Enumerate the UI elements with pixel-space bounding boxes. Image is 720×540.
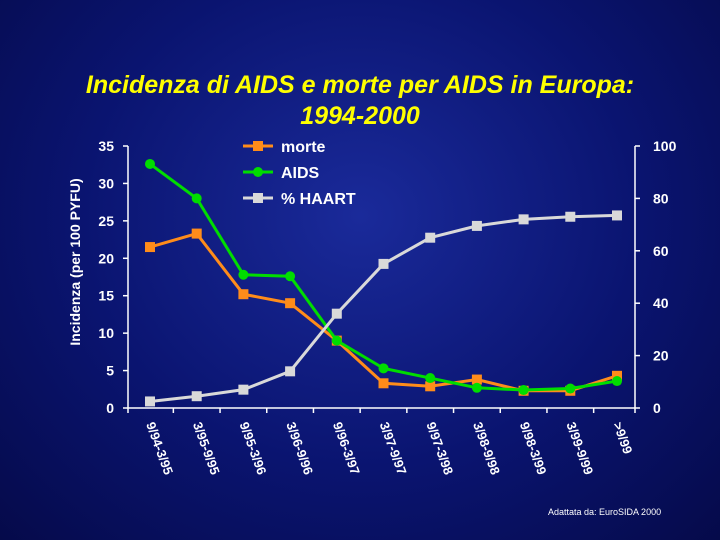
data-point: [145, 242, 155, 253]
legend-marker: [253, 167, 263, 177]
x-tick-label: 9/95-3/96: [237, 420, 270, 477]
data-point: [191, 391, 202, 402]
data-point: [518, 214, 529, 225]
data-point: [565, 211, 576, 222]
data-point: [238, 289, 249, 300]
legend-label: % HAART: [281, 191, 356, 208]
x-tick-label: 9/94-3/95: [143, 420, 176, 477]
data-point: [565, 383, 576, 394]
legend-item: % HAART: [243, 191, 356, 208]
legend-item: AIDS: [243, 165, 320, 182]
y2-tick-label: 20: [653, 348, 669, 364]
y-tick-label: 0: [106, 400, 114, 416]
data-point: [612, 376, 622, 387]
series-line: [149, 162, 618, 392]
data-point: [378, 258, 389, 269]
x-tick-label: 3/97-9/97: [377, 420, 410, 477]
data-point: [425, 232, 436, 243]
y-tick-label: 25: [98, 213, 114, 229]
legend-label: AIDS: [281, 165, 320, 182]
data-point: [518, 385, 529, 396]
data-point: [425, 381, 436, 392]
data-point: [471, 220, 482, 231]
y-axis-label: Incidenza (per 100 PYFU): [67, 178, 83, 345]
x-tick-label: 9/96-3/97: [330, 420, 363, 477]
y-tick-label: 5: [106, 363, 114, 379]
y-tick-label: 35: [98, 138, 114, 154]
data-point: [145, 158, 155, 169]
y-tick-label: 15: [98, 288, 114, 304]
data-point: [612, 370, 622, 381]
y2-tick-label: 80: [653, 190, 669, 206]
data-point: [378, 363, 389, 374]
data-point: [425, 373, 436, 384]
data-point: [285, 366, 296, 377]
data-point: [191, 193, 202, 204]
series-line: [149, 213, 618, 403]
legend-item: morte: [243, 139, 326, 156]
data-point: [238, 269, 249, 280]
x-tick-label: >9/99: [610, 420, 635, 456]
y-tick-label: 20: [98, 250, 114, 266]
y-tick-label: 30: [98, 175, 114, 191]
source-note: Adattata da: EuroSIDA 2000: [548, 507, 662, 517]
x-tick-label: 3/98-9/98: [470, 420, 503, 477]
legend-marker: [253, 193, 263, 203]
y2-tick-label: 100: [653, 138, 677, 154]
series-1: [145, 158, 622, 396]
legend-marker: [253, 141, 263, 151]
legend-label: morte: [281, 139, 326, 156]
data-point: [145, 396, 155, 407]
x-tick-label: 3/96-9/96: [283, 420, 316, 477]
slide-title-line2: 1994-2000: [300, 102, 420, 130]
y-tick-label: 10: [98, 325, 114, 341]
x-tick-label: 9/97-3/98: [423, 420, 456, 477]
x-tick-label: 9/98-3/99: [517, 420, 550, 477]
data-point: [331, 335, 342, 346]
series-2: [145, 210, 622, 407]
slide-title-line1: Incidenza di AIDS e morte per AIDS in Eu…: [85, 71, 635, 99]
data-point: [191, 228, 202, 239]
data-point: [331, 308, 342, 319]
data-point: [612, 210, 622, 221]
data-point: [285, 271, 296, 282]
data-point: [471, 374, 482, 385]
data-point: [238, 384, 249, 395]
data-point: [285, 298, 296, 309]
y2-tick-label: 60: [653, 243, 669, 259]
data-point: [378, 378, 389, 389]
y2-tick-label: 40: [653, 295, 669, 311]
data-point: [471, 382, 482, 393]
x-tick-label: 3/95-9/95: [190, 420, 223, 477]
y2-tick-label: 0: [653, 400, 661, 416]
x-tick-label: 3/99-9/99: [563, 420, 596, 477]
